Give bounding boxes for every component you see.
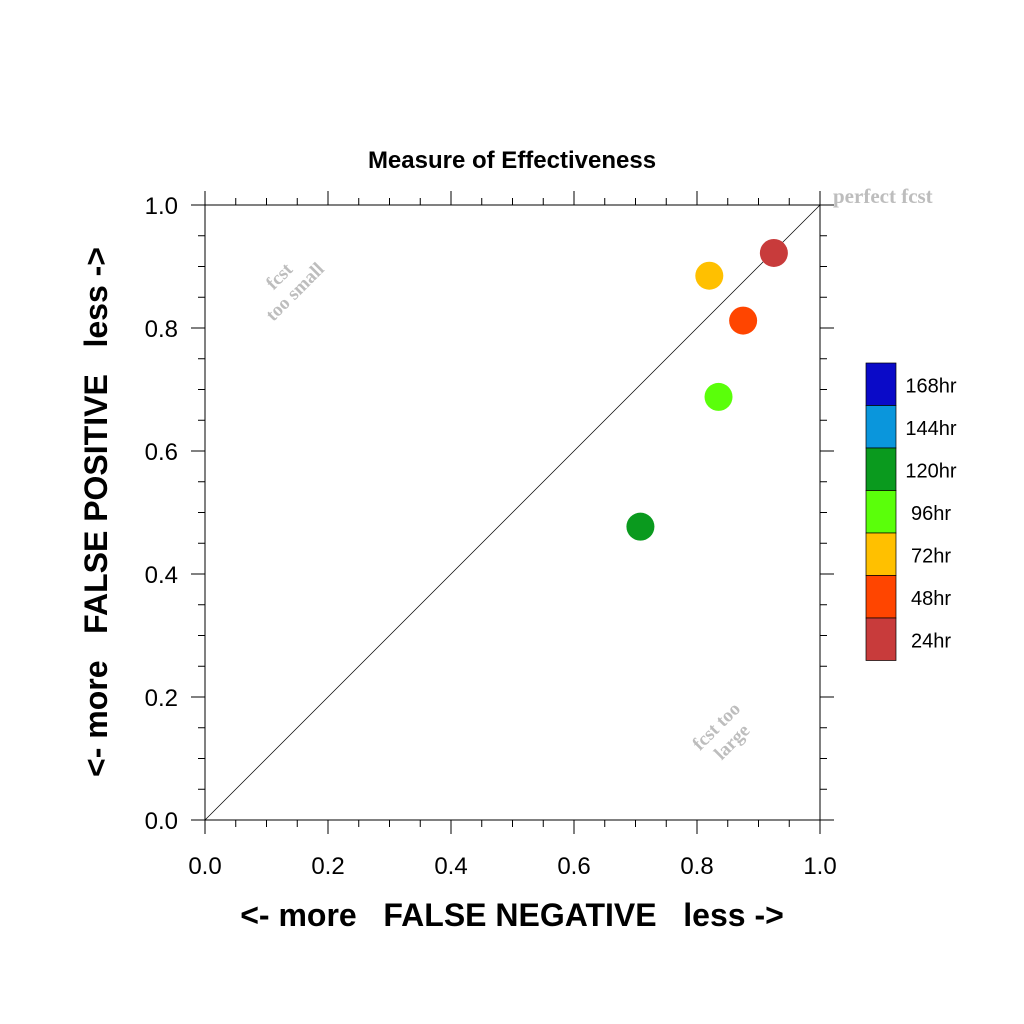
x-tick-label: 0.4 bbox=[434, 853, 467, 880]
x-tick-labels: 0.0 0.2 0.4 0.6 0.8 1.0 bbox=[188, 853, 836, 880]
annotation-perfect-fcst: perfect fcst bbox=[833, 184, 933, 208]
y-tick-label: 1.0 bbox=[145, 193, 178, 220]
point-96hr bbox=[704, 382, 733, 411]
axis-ticks bbox=[191, 191, 834, 834]
legend: 168hr 144hr 120hr 96hr 72hr 48hr 24hr bbox=[865, 362, 957, 661]
legend-swatch-48hr bbox=[865, 575, 897, 619]
legend-label-96hr: 96hr bbox=[911, 503, 951, 525]
annotation-fcst-too-large: fcst too large bbox=[689, 699, 755, 765]
annotation-fcst-too-small: fcst too small bbox=[262, 259, 329, 326]
diagonal-reference-line bbox=[204, 204, 821, 821]
legend-label-120hr: 120hr bbox=[905, 460, 956, 482]
legend-label-168hr: 168hr bbox=[905, 375, 956, 397]
y-tick-label: 0.6 bbox=[145, 439, 178, 466]
point-24hr bbox=[759, 238, 788, 267]
legend-swatch-168hr bbox=[865, 362, 897, 406]
x-tick-label: 1.0 bbox=[803, 853, 836, 880]
legend-label-144hr: 144hr bbox=[905, 418, 956, 440]
x-tick-label: 0.2 bbox=[311, 853, 344, 880]
point-120hr bbox=[626, 512, 655, 541]
y-tick-label: 0.4 bbox=[145, 562, 178, 589]
x-tick-label: 0.0 bbox=[188, 853, 221, 880]
x-tick-label: 0.6 bbox=[557, 853, 590, 880]
y-axis-label: <- more FALSE POSITIVE less -> bbox=[78, 247, 114, 777]
y-tick-label: 0.0 bbox=[145, 808, 178, 835]
y-tick-label: 0.8 bbox=[145, 316, 178, 343]
legend-label-72hr: 72hr bbox=[911, 545, 951, 567]
data-points bbox=[626, 238, 788, 541]
y-tick-labels: 0.0 0.2 0.4 0.6 0.8 1.0 bbox=[145, 193, 178, 835]
legend-label-24hr: 24hr bbox=[911, 630, 951, 652]
legend-swatch-24hr bbox=[865, 617, 897, 661]
x-tick-label: 0.8 bbox=[680, 853, 713, 880]
legend-swatch-96hr bbox=[865, 490, 897, 534]
legend-swatch-120hr bbox=[865, 447, 897, 491]
chart-title: Measure of Effectiveness bbox=[368, 147, 656, 174]
legend-label-48hr: 48hr bbox=[911, 588, 951, 610]
point-48hr bbox=[729, 306, 758, 335]
y-tick-label: 0.2 bbox=[145, 685, 178, 712]
legend-swatch-144hr bbox=[865, 405, 897, 449]
legend-swatch-72hr bbox=[865, 532, 897, 576]
x-axis-label: <- more FALSE NEGATIVE less -> bbox=[240, 897, 784, 933]
point-72hr bbox=[695, 261, 724, 290]
